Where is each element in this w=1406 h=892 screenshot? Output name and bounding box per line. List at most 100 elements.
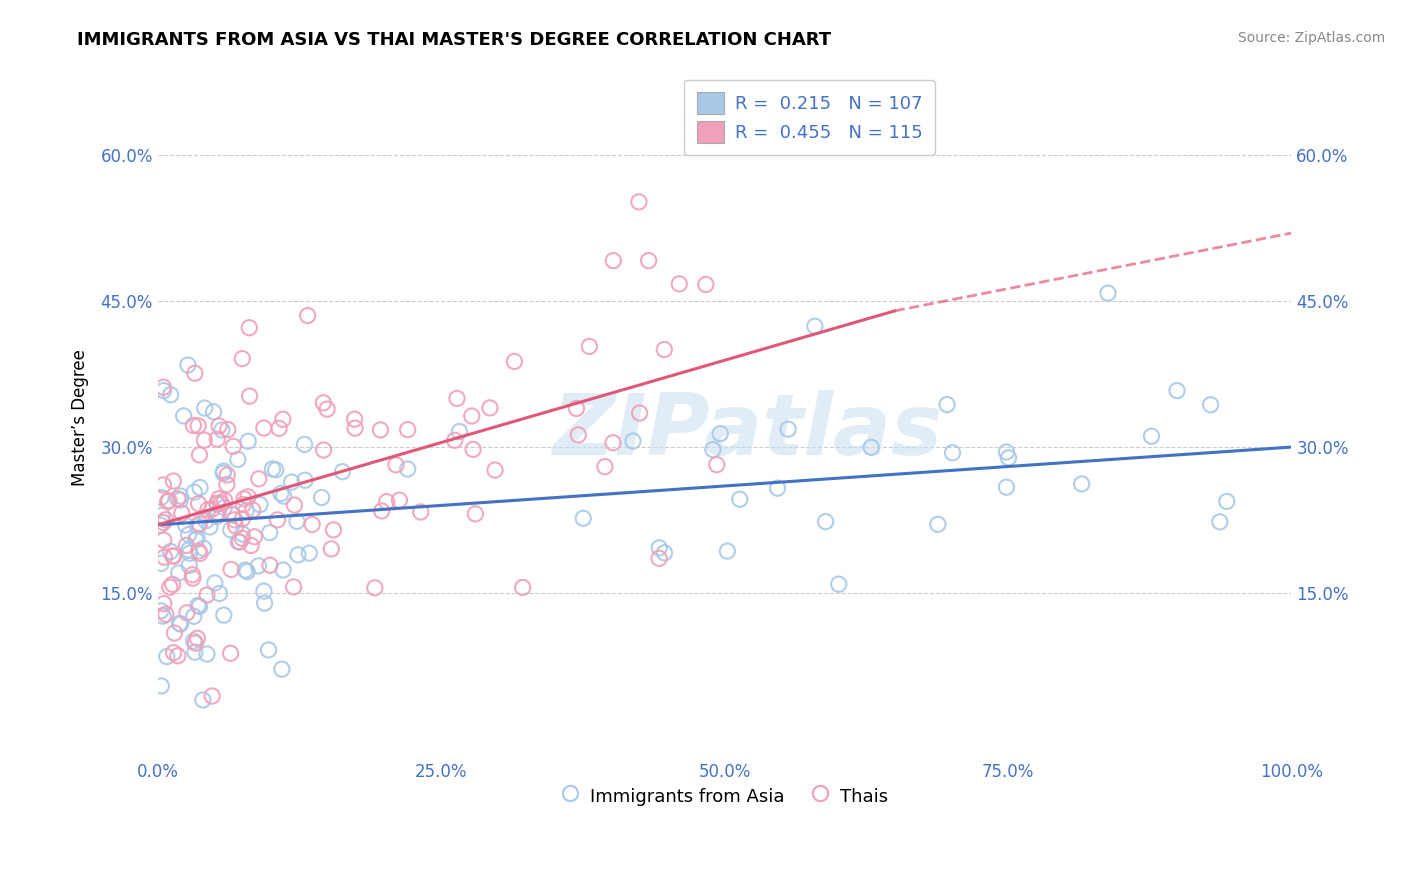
Point [152,533,174,548]
Point [152,478,174,492]
Point [155,513,177,527]
Point [187,599,209,613]
Point [194,401,217,415]
Point [766,481,789,495]
Point [273,489,295,503]
Point [778,422,800,436]
Point [409,505,432,519]
Point [860,440,883,454]
Point [187,544,209,558]
Point [247,472,270,486]
Point [370,423,392,437]
Point [183,485,205,500]
Point [232,527,254,541]
Point [149,518,172,533]
Point [364,581,387,595]
Point [484,463,506,477]
Point [219,562,242,576]
Point [198,520,221,534]
Text: Source: ZipAtlas.com: Source: ZipAtlas.com [1237,31,1385,45]
Point [1097,286,1119,301]
Point [152,609,174,624]
Point [814,515,837,529]
Point [270,486,292,500]
Point [1199,398,1222,412]
Point [149,604,172,618]
Point [264,463,287,477]
Point [828,577,851,591]
Point [249,498,271,512]
Point [301,517,323,532]
Point [572,511,595,525]
Point [191,693,214,707]
Point [150,491,173,505]
Point [804,319,827,334]
Point [233,563,256,577]
Point [183,418,205,433]
Point [312,396,335,410]
Point [567,428,589,442]
Point [179,546,201,560]
Point [396,462,419,476]
Point [208,419,231,434]
Point [226,452,249,467]
Point [229,535,252,549]
Point [259,525,281,540]
Point [150,557,173,571]
Point [193,541,215,556]
Point [294,473,316,487]
Point [464,507,486,521]
Point [253,421,276,435]
Point [204,576,226,591]
Point [188,481,211,495]
Point [212,608,235,623]
Point [205,496,228,510]
Point [1216,494,1239,508]
Point [593,459,616,474]
Point [461,409,484,423]
Point [174,518,197,533]
Point [253,596,276,610]
Point [1070,477,1092,491]
Point [298,546,321,560]
Point [709,426,731,441]
Point [627,194,650,209]
Point [179,558,201,573]
Point [209,496,232,510]
Point [344,421,367,435]
Point [995,445,1018,459]
Point [565,401,588,416]
Point [184,636,207,650]
Point [240,539,263,553]
Point [193,433,215,447]
Point [280,475,302,489]
Point [343,412,366,426]
Point [503,354,526,368]
Point [461,442,484,457]
Point [156,649,179,664]
Point [170,506,193,520]
Point [207,506,229,520]
Point [153,550,176,565]
Point [648,541,671,555]
Point [396,423,419,437]
Point [186,632,208,646]
Point [232,498,254,512]
Point [232,511,254,525]
Point [222,439,245,453]
Point [512,581,534,595]
Point [297,309,319,323]
Point [321,541,343,556]
Point [285,514,308,528]
Point [1140,429,1163,443]
Point [188,516,211,531]
Point [242,503,264,517]
Point [267,421,290,435]
Point [205,432,228,446]
Point [152,384,174,398]
Point [177,543,200,558]
Point [188,448,211,462]
Point [159,544,181,558]
Point [205,508,228,522]
Point [239,389,262,403]
